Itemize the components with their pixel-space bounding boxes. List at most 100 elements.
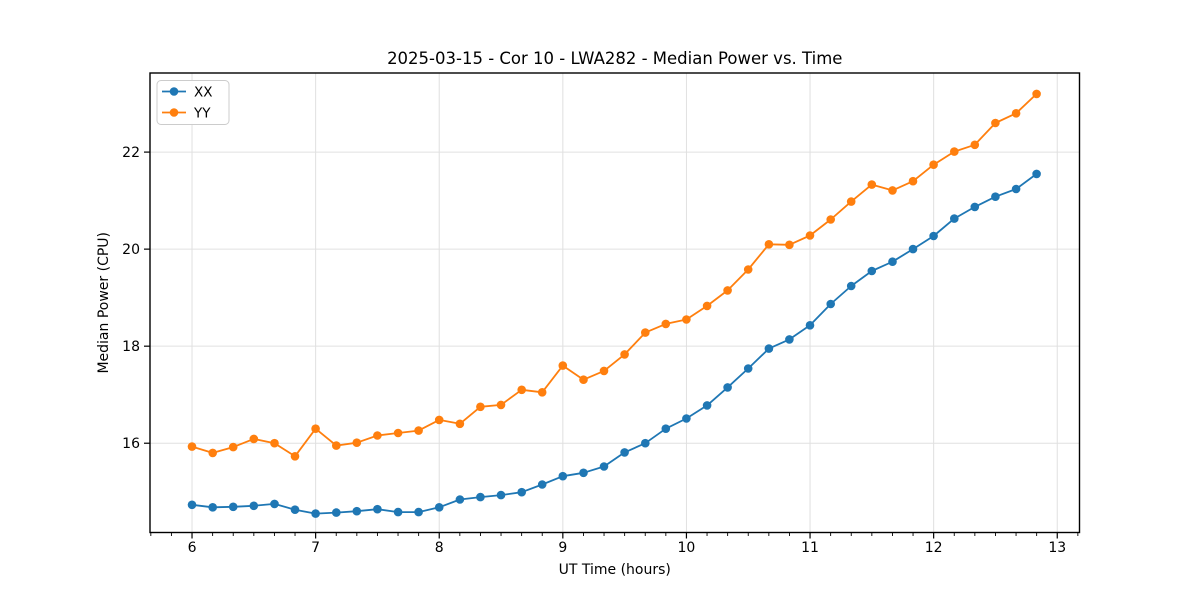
axis-ticks xyxy=(144,151,1079,539)
series-YY xyxy=(187,89,1041,461)
x-tick-label-6: 6 xyxy=(188,540,197,556)
series-YY-point-23 xyxy=(661,319,671,329)
series-XX-point-1 xyxy=(208,503,217,512)
series-YY-point-19 xyxy=(579,375,588,385)
series-YY-point-25 xyxy=(702,301,712,311)
series-XX-point-36 xyxy=(929,231,938,241)
series-YY-point-0 xyxy=(187,442,197,451)
y-tick-label-20: 20 xyxy=(122,242,140,258)
series-XX-point-35 xyxy=(908,244,918,254)
series-XX-point-5 xyxy=(290,505,300,514)
series-YY-point-12 xyxy=(434,415,444,425)
series-YY-point-38 xyxy=(970,140,980,150)
y-tick-label-22: 22 xyxy=(122,145,140,161)
series-YY-point-24 xyxy=(682,315,691,324)
series-XX-point-13 xyxy=(455,495,465,504)
series-YY-point-26 xyxy=(723,286,732,295)
y-tick-label-16: 16 xyxy=(122,436,140,452)
x-tick-label-10: 10 xyxy=(678,540,696,556)
y-axis-label: Median Power (CPU) xyxy=(96,232,112,374)
series-YY-point-7 xyxy=(332,441,341,450)
series-YY-point-5 xyxy=(290,452,300,461)
series-XX-point-8 xyxy=(352,506,362,516)
series-YY-point-30 xyxy=(805,231,815,240)
series-XX-point-9 xyxy=(373,504,382,514)
x-tick-label-8: 8 xyxy=(435,540,444,556)
series-XX-point-17 xyxy=(537,480,547,489)
x-tick-label-9: 9 xyxy=(558,540,567,556)
series-XX-point-18 xyxy=(558,471,568,481)
series-XX-point-3 xyxy=(249,501,259,511)
legend-marker-XX xyxy=(169,87,179,96)
legend-border xyxy=(156,80,230,125)
series-XX-point-14 xyxy=(476,492,485,502)
series-XX-point-12 xyxy=(434,503,444,512)
series-YY-point-9 xyxy=(373,431,382,440)
x-tick-label-13: 13 xyxy=(1048,540,1066,556)
series-XX-point-32 xyxy=(846,281,856,291)
series-XX-point-2 xyxy=(228,502,238,512)
series-YY-point-4 xyxy=(270,438,279,448)
series-XX-point-30 xyxy=(805,321,815,330)
series-XX-point-37 xyxy=(950,214,959,223)
series-YY-point-20 xyxy=(599,366,609,376)
series-YY-point-15 xyxy=(496,400,506,410)
series-XX-point-38 xyxy=(970,202,980,212)
legend-marker-YY xyxy=(169,108,179,117)
series-YY-point-6 xyxy=(311,424,320,434)
x-tick-label-12: 12 xyxy=(925,540,943,556)
series-XX-point-7 xyxy=(332,508,341,517)
series-XX-point-11 xyxy=(414,507,423,517)
series-YY-point-13 xyxy=(455,419,465,429)
series-XX-point-27 xyxy=(743,364,753,373)
y-tick-label-18: 18 xyxy=(122,339,140,355)
series-YY-point-34 xyxy=(888,186,897,195)
series-XX-point-16 xyxy=(517,487,526,497)
series-XX-point-10 xyxy=(393,507,403,517)
x-tick-label-11: 11 xyxy=(801,540,819,556)
legend-item-YY: YY xyxy=(162,106,211,122)
series-XX-point-19 xyxy=(579,468,588,478)
series-YY-point-32 xyxy=(846,197,856,206)
x-axis-label: UT Time (hours) xyxy=(559,562,671,578)
series-YY-point-37 xyxy=(950,147,959,156)
series-XX-point-31 xyxy=(826,299,835,309)
series-XX-point-28 xyxy=(764,344,774,353)
series-XX-point-33 xyxy=(867,266,877,276)
series-YY-point-11 xyxy=(414,426,423,435)
series-YY-point-31 xyxy=(826,215,835,224)
series-XX xyxy=(187,169,1041,518)
series-XX-point-26 xyxy=(723,383,732,392)
series-YY-point-28 xyxy=(764,240,774,249)
legend-item-XX: XX xyxy=(162,85,213,101)
series-XX-point-40 xyxy=(1011,184,1021,194)
series-XX-point-34 xyxy=(888,257,897,267)
series-XX-point-25 xyxy=(702,401,712,410)
legend: XX YY xyxy=(156,80,230,125)
series-XX-point-20 xyxy=(599,462,609,471)
x-tick-label-7: 7 xyxy=(311,540,320,556)
series-YY-point-39 xyxy=(991,118,1000,128)
series-XX-point-24 xyxy=(682,414,691,423)
plot-area-border xyxy=(149,72,1081,534)
series-YY-point-36 xyxy=(929,160,938,169)
series-YY-point-10 xyxy=(393,428,403,438)
series-YY-point-8 xyxy=(352,438,362,448)
series-XX-point-22 xyxy=(641,438,650,448)
series-YY-point-16 xyxy=(517,385,526,395)
series-YY-point-35 xyxy=(908,176,918,186)
series-XX-point-4 xyxy=(270,499,279,509)
legend-label-YY: YY xyxy=(193,106,211,122)
series-XX-point-6 xyxy=(311,509,320,518)
series-YY-point-1 xyxy=(208,448,217,458)
chart-title: 2025-03-15 - Cor 10 - LWA282 - Median Po… xyxy=(387,49,842,68)
series-YY-point-21 xyxy=(620,350,629,359)
series-YY-point-22 xyxy=(641,328,650,337)
series-YY-point-27 xyxy=(743,265,753,274)
series-YY-point-3 xyxy=(249,434,259,444)
series-XX-point-15 xyxy=(496,490,506,500)
series-YY-point-2 xyxy=(228,442,238,452)
series-YY-point-41 xyxy=(1032,89,1041,99)
